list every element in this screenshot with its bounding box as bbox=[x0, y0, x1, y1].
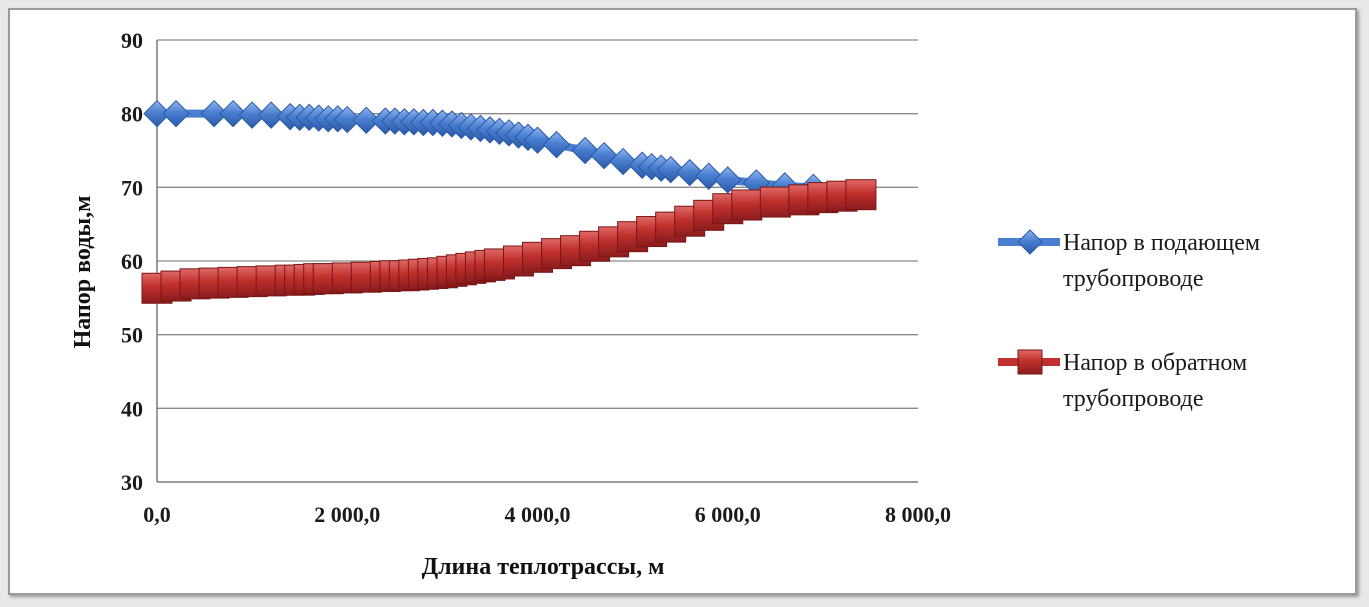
y-tick-label: 40 bbox=[121, 396, 143, 421]
data-point-square bbox=[759, 186, 791, 218]
x-tick-labels: 0,0 2 000,0 4 000,0 6 000,0 8 000,0 bbox=[143, 502, 951, 527]
series-1 bbox=[143, 99, 828, 202]
data-point-diamond bbox=[257, 101, 285, 129]
line-chart: 30 40 50 60 70 80 90 0,0 2 000,0 4 000,0 6 000,0 8… bbox=[70, 28, 1260, 580]
data-point-diamond bbox=[695, 162, 723, 190]
x-tick-label: 4 000,0 bbox=[505, 502, 571, 527]
legend-diamond-marker bbox=[1017, 229, 1043, 255]
data-point-diamond bbox=[143, 99, 171, 128]
data-point-diamond bbox=[352, 106, 380, 135]
data-point-diamond bbox=[656, 155, 685, 184]
data-point-square bbox=[845, 179, 877, 211]
data-point-diamond bbox=[523, 126, 552, 154]
chart-frame: 30 40 50 60 70 80 90 0,0 2 000,0 4 000,0 6 000,0 8… bbox=[8, 8, 1357, 595]
data-point-diamond bbox=[571, 136, 599, 165]
legend-label: Напор в обратном трубопроводе bbox=[1063, 350, 1247, 412]
x-tick-label: 8 000,0 bbox=[885, 502, 951, 527]
y-axis-title: Напор воды,м bbox=[70, 196, 96, 349]
y-tick-labels: 30 40 50 60 70 80 90 bbox=[121, 28, 143, 495]
legend-item-2: Напор в обратном трубопроводе bbox=[998, 349, 1247, 412]
legend-item-1: Напор в подающем трубопроводе bbox=[998, 229, 1260, 292]
y-tick-label: 70 bbox=[121, 175, 143, 200]
data-point-diamond bbox=[333, 105, 361, 134]
series-2 bbox=[141, 179, 877, 304]
y-tick-label: 50 bbox=[121, 323, 143, 348]
x-axis-title: Длина теплотрассы, м bbox=[422, 554, 665, 580]
data-point-diamond bbox=[219, 99, 247, 128]
data-point-diamond bbox=[162, 99, 190, 128]
series-layer bbox=[141, 99, 877, 304]
legend-label: Напор в подающем трубопроводе bbox=[1063, 230, 1260, 292]
legend-square-marker bbox=[1017, 349, 1043, 375]
y-tick-label: 60 bbox=[121, 249, 143, 274]
data-point-diamond bbox=[542, 130, 571, 159]
legend: Напор в подающем трубопроводе Напор в обра… bbox=[998, 229, 1260, 412]
y-tick-label: 80 bbox=[121, 102, 143, 127]
data-point-diamond bbox=[714, 166, 742, 194]
x-tick-label: 6 000,0 bbox=[695, 502, 761, 527]
y-tick-label: 30 bbox=[121, 470, 143, 495]
x-tick-label: 0,0 bbox=[143, 502, 171, 527]
data-point-diamond bbox=[609, 147, 637, 176]
data-point-diamond bbox=[200, 99, 228, 128]
data-point-diamond bbox=[238, 101, 266, 129]
y-tick-label: 90 bbox=[121, 28, 143, 53]
x-tick-label: 2 000,0 bbox=[314, 502, 380, 527]
data-point-square bbox=[731, 189, 763, 221]
grid-lines bbox=[157, 39, 918, 409]
data-point-diamond bbox=[675, 158, 704, 187]
